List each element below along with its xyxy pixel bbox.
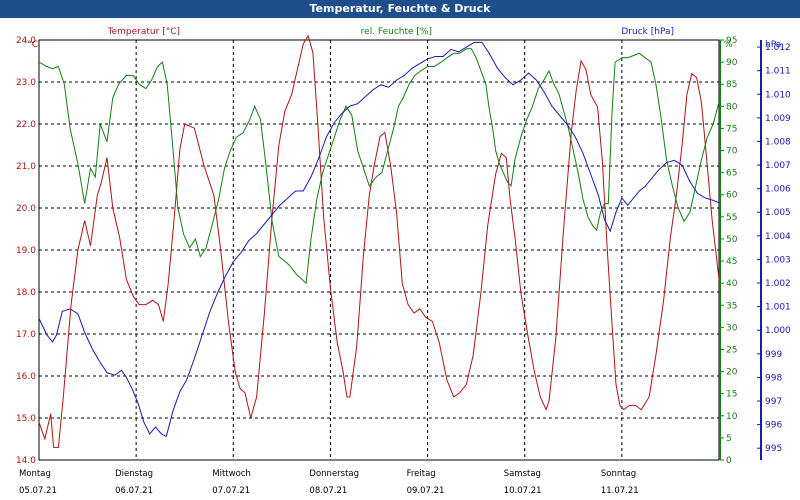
humidity-tick-label: 80 — [726, 102, 738, 112]
x-tick-date: 10.07.21 — [504, 486, 542, 496]
x-tick-day: Dienstag — [115, 469, 153, 479]
legend-pressure: Druck [hPa] — [621, 27, 674, 37]
x-tick-date: 05.07.21 — [19, 486, 57, 496]
temperature-tick-label: 14.0 — [16, 456, 36, 466]
pressure-tick-label: 1.007 — [765, 161, 791, 171]
humidity-tick-label: 95 — [726, 36, 737, 46]
x-tick-day: Freitag — [407, 469, 436, 479]
humidity-tick-label: 70 — [726, 147, 738, 157]
pressure-tick-label: 995 — [765, 444, 782, 454]
pressure-tick-label: 1.009 — [765, 114, 791, 124]
humidity-tick-label: 10 — [726, 412, 738, 422]
temperature-tick-label: 15.0 — [16, 414, 36, 424]
x-tick-date: 08.07.21 — [309, 486, 347, 496]
grid-lines — [39, 39, 719, 460]
series-lines — [38, 34, 720, 448]
humidity-tick-label: 45 — [726, 257, 737, 267]
humidity-tick-label: 0 — [726, 456, 732, 466]
pressure-tick-label: 1.000 — [765, 326, 791, 336]
humidity-tick-label: 5 — [726, 434, 732, 444]
series-line-pressure — [38, 41, 720, 438]
humidity-tick-label: 55 — [726, 213, 737, 223]
pressure-tick-label: 1.010 — [765, 90, 791, 100]
pressure-tick-label: 1.011 — [765, 67, 791, 77]
pressure-tick-label: 1.006 — [765, 185, 791, 195]
temperature-tick-label: 21.0 — [16, 162, 36, 172]
pressure-axis: 1.012 1.011 1.010 1.009 1.008 1.007 1.006 1.005… — [757, 40, 791, 460]
x-tick-date: 07.07.21 — [212, 486, 250, 496]
humidity-tick-label: 75 — [726, 124, 737, 134]
pressure-tick-label: 1.004 — [765, 232, 791, 242]
temperature-tick-label: 18.0 — [16, 288, 36, 298]
humidity-tick-label: 20 — [726, 368, 738, 378]
pressure-tick-label: 997 — [765, 397, 782, 407]
pressure-tick-label: 1.008 — [765, 137, 791, 147]
humidity-tick-label: 40 — [726, 279, 738, 289]
temperature-tick-label: 20.0 — [16, 204, 36, 214]
legend-temperature: Temperatur [°C] — [107, 27, 180, 37]
humidity-tick-label: 60 — [726, 191, 738, 201]
temperature-tick-label: 17.0 — [16, 330, 36, 340]
x-tick-day: Donnerstag — [309, 469, 359, 479]
x-tick-day: Sonntag — [601, 469, 636, 479]
humidity-tick-label: 65 — [726, 169, 737, 179]
x-axis: Montag 05.07.21 Dienstag 06.07.21 Mittwoch 07… — [19, 469, 639, 496]
humidity-tick-label: 30 — [726, 323, 738, 333]
temperature-tick-label: 19.0 — [16, 246, 36, 256]
humidity-tick-label: 90 — [726, 58, 738, 68]
pressure-tick-label: 1.001 — [765, 303, 791, 313]
humidity-unit: % — [724, 40, 733, 50]
pressure-tick-label: 1.012 — [765, 43, 791, 53]
temperature-axis: 24.0 23.0 22.0 21.0 20.0 19.0 18.0 17.0 16.0 15.0… — [16, 36, 36, 466]
pressure-tick-label: 1.002 — [765, 279, 791, 289]
pressure-tick-label: 1.005 — [765, 208, 791, 218]
pressure-tick-label: 998 — [765, 373, 782, 383]
temperature-tick-label: 16.0 — [16, 372, 36, 382]
pressure-tick-label: 996 — [765, 421, 782, 431]
x-tick-day: Samstag — [504, 469, 541, 479]
x-tick-date: 09.07.21 — [407, 486, 445, 496]
humidity-tick-label: 15 — [726, 390, 737, 400]
x-tick-date: 11.07.21 — [601, 486, 639, 496]
pressure-tick-label: 1.003 — [765, 255, 791, 265]
pressure-tick-label: 999 — [765, 350, 782, 360]
humidity-tick-label: 35 — [726, 301, 737, 311]
x-tick-day: Mittwoch — [212, 469, 251, 479]
humidity-tick-label: 50 — [726, 235, 738, 245]
humidity-tick-label: 85 — [726, 80, 737, 90]
humidity-tick-label: 25 — [726, 345, 737, 355]
pressure-unit: hPa — [765, 40, 781, 50]
legend-humidity: rel. Feuchte [%] — [361, 27, 432, 37]
x-tick-date: 06.07.21 — [115, 486, 153, 496]
temperature-tick-label: 22.0 — [16, 120, 36, 130]
temperature-unit: °C — [27, 40, 38, 50]
x-tick-day: Montag — [19, 469, 51, 479]
temperature-tick-label: 23.0 — [16, 78, 36, 88]
window-title: Temperatur, Feuchte & Druck — [0, 0, 800, 18]
series-line-humidity — [38, 48, 720, 285]
temperature-tick-label: 24.0 — [16, 36, 36, 46]
